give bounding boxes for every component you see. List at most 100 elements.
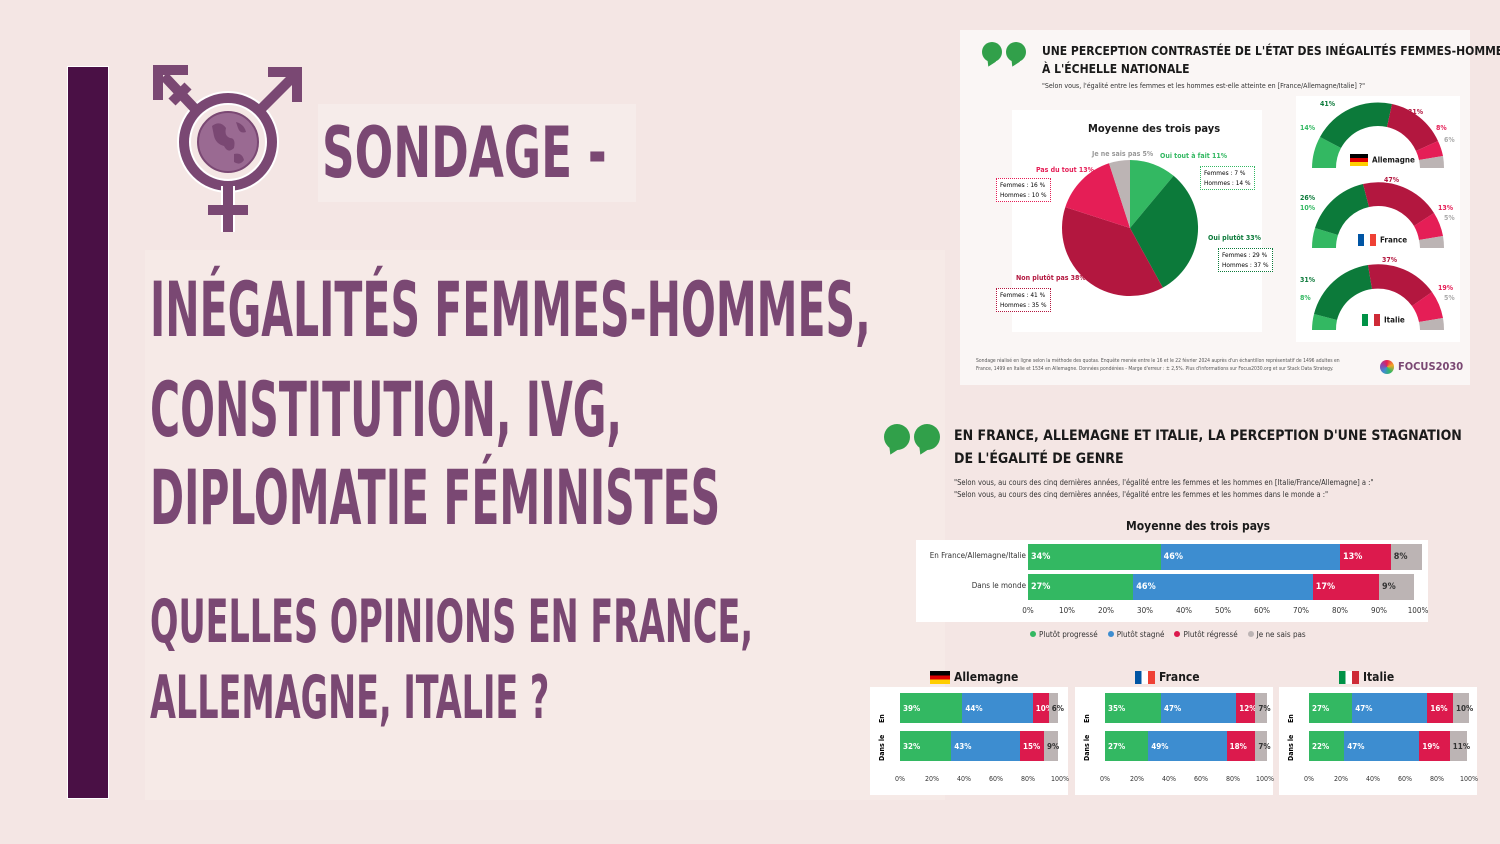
axis-tick-label: 90% [1371,606,1387,615]
bar-segment: 27% [1105,731,1149,761]
bar-segment: 6% [1048,693,1064,723]
avg-row-label: Dans le monde [971,581,1026,590]
title-backdrop [318,104,636,202]
legend-label: Plutôt progressé [1039,630,1098,639]
gender-globe-icon [153,65,302,232]
bar-segment: 8% [1390,544,1422,570]
main-title-line-3: DIPLOMATIE FÉMINISTES [150,453,721,542]
legend-dot-icon [1107,631,1114,637]
axis-tick-label: 80% [1021,775,1035,783]
gauge-de-d: 8% [1436,124,1447,132]
pie-panel: Moyenne des trois pays Je ne sais pas 5%… [1012,110,1262,332]
bottom-heading-line-2: DE L'ÉGALITÉ DE GENRE [954,451,1124,467]
bar-segment: 32% [900,731,952,761]
bar-segment: 35% [1105,693,1161,723]
avg-bar-row: 27% 46% 17% 9% [1028,574,1418,600]
sondage-label: SONDAGE - [322,112,607,194]
bar-segment: 27% [1028,574,1134,600]
country-title: France [1135,670,1200,684]
axis-tick-label: 20% [1130,775,1144,783]
box-oui-tout: Femmes : 7 % Hommes : 14 % [1200,166,1255,190]
bar-segment: 15% [1020,731,1044,761]
axis-tick-label: 40% [1162,775,1176,783]
box-text: Femmes : 16 % [1000,181,1046,189]
axis-tick-label: 60% [1194,775,1208,783]
legend-item: Plutôt progressé [1030,630,1098,639]
legend-label: Je ne sais pas [1256,630,1306,639]
main-title-line-2: CONSTITUTION, IVG, [150,365,622,454]
pie-label-oui-tout: Oui tout à fait 11% [1160,152,1228,160]
axis-tick-label: 20% [1334,775,1348,783]
country-axis: 0% 20% 40% 60% 80% 100% [1304,775,1478,787]
country-row-label: En [1287,714,1295,723]
axis-tick-label: 20% [925,775,939,783]
country-axis: 0% 20% 40% 60% 80% 100% [1100,775,1274,787]
content-backdrop [145,250,945,800]
bar-segment: 7% [1255,731,1271,761]
quote-icon [1006,42,1026,62]
country-row-label: Dans le [1083,734,1091,761]
subtitle-line-1: QUELLES OPINIONS EN FRANCE, [150,587,754,657]
legend-label: Plutôt régressé [1183,630,1238,639]
bar-segment: 44% [962,693,1033,723]
bar-segment: 12% [1236,693,1256,723]
country-row-label: En [1083,714,1091,723]
bar-segment: 18% [1226,731,1256,761]
subtitle-line-2: ALLEMAGNE, ITALIE ? [150,663,550,733]
country-title: Italie [1339,670,1394,684]
legend-label: Plutôt stagné [1116,630,1165,639]
gauge-fr-a: 47% [1384,176,1400,184]
axis-tick-label: 40% [1366,775,1380,783]
country-name: France [1159,670,1200,684]
italian-flag-icon [1362,314,1380,326]
bar-segment: 46% [1133,574,1313,600]
box-text: Femmes : 41 % [1000,291,1046,299]
axis-tick-label: 0% [1304,775,1314,783]
box-text: Hommes : 10 % [1000,191,1047,199]
bar-segment: 22% [1309,731,1345,761]
country-bar-chart: En 27% 47% 16% 10% Dans le 22% 47% 19% 11% 0% 20% 40… [1279,687,1478,795]
avg-title: Moyenne des trois pays [1126,519,1271,533]
gauge-de-e: 6% [1444,136,1455,144]
french-flag-icon [1358,234,1376,246]
pie-label-oui-plutot: Oui plutôt 33% [1208,234,1261,242]
box-text: Hommes : 37 % [1222,261,1269,269]
axis-tick-label: 0% [895,775,905,783]
country-axis: 0% 20% 40% 60% 80% 100% [895,775,1069,787]
gauge-it-country: Italie [1362,314,1405,326]
box-text: Femmes : 29 % [1222,251,1268,259]
axis-tick-label: 100% [1407,606,1429,615]
accent-bar [67,66,109,799]
avg-bar-chart: En France/Allemagne/Italie Dans le monde… [916,540,1428,622]
bar-segment: 17% [1312,574,1379,600]
legend-item: Plutôt stagné [1107,630,1165,639]
box-pas-du-tout: Femmes : 16 % Hommes : 10 % [996,178,1051,202]
axis-tick-label: 80% [1332,606,1348,615]
bar-segment: 10% [1032,693,1053,723]
country-row-label: Dans le [878,734,886,761]
gauge-it-d: 19% [1438,284,1454,292]
gauge-it-b: 31% [1300,276,1316,284]
gauge-fr-e: 5% [1444,214,1455,222]
axis-tick-label: 40% [1176,606,1192,615]
bar-segment: 47% [1161,693,1237,723]
axis-tick-label: 70% [1293,606,1309,615]
axis-tick-label: 60% [1254,606,1270,615]
legend-item: Je ne sais pas [1247,630,1306,639]
gauge-panel: 41% 14% 31% 8% 6% Allemagne 47% 26% 10% … [1296,96,1460,342]
country-bar-row: 32% 43% 15% 9% [900,731,1060,761]
bar-segment: 7% [1255,693,1271,723]
pie-chart [1061,159,1199,297]
axis-tick-label: 80% [1430,775,1444,783]
focus2030-logo-icon [1380,360,1394,374]
bar-segment: 13% [1340,544,1391,570]
quote-icon [884,424,910,450]
gauge-it-e: 5% [1444,294,1455,302]
box-oui-plutot: Femmes : 29 % Hommes : 37 % [1218,248,1273,272]
gauge-de-c: 31% [1408,108,1424,116]
bar-segment: 47% [1344,731,1420,761]
axis-tick-label: 60% [989,775,1003,783]
avg-bar-row: 34% 46% 13% 8% [1028,544,1422,570]
country-bar-row: 39% 44% 10% 6% [900,693,1064,723]
bar-segment: 49% [1148,731,1227,761]
